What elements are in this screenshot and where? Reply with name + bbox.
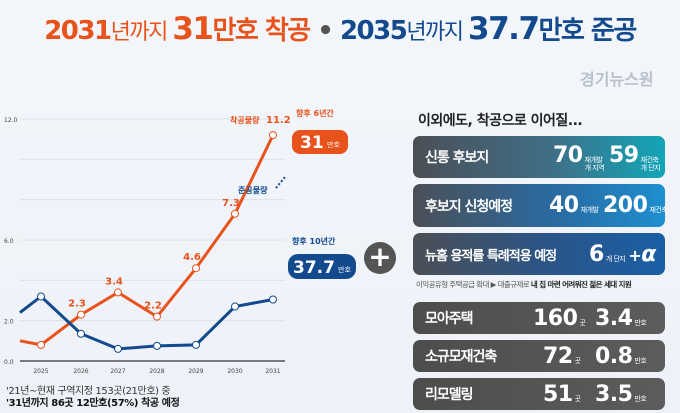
x-tick-label: 2028 bbox=[149, 368, 164, 375]
data-point bbox=[231, 302, 239, 311]
value-2: 59 재건축 개 단지 bbox=[609, 142, 661, 172]
h-num2: 37.7 bbox=[468, 11, 540, 47]
h-complete: 만호 준공 bbox=[538, 16, 638, 46]
x-tick-label: 2030 bbox=[227, 368, 242, 375]
row-remodel: 리모델링 51 곳 3.5 만호 bbox=[413, 378, 665, 410]
footnote: '21년~현재 구역지정 153곳(21만호) 중 '31년까지 86곳 12만… bbox=[6, 386, 180, 409]
x-tick-label: 2026 bbox=[73, 368, 88, 375]
h-year2: 2035 bbox=[339, 16, 408, 46]
navy-unit: 만호 bbox=[338, 265, 351, 274]
data-point bbox=[192, 340, 200, 349]
headline: 2031년까지 31만호 착공 • 2035년까지 37.7만호 준공 bbox=[0, 10, 680, 47]
row-moa: 모아주택 160 곳 3.4 만호 bbox=[413, 302, 665, 334]
data-point bbox=[77, 310, 85, 319]
value-1: 70 재개발 개 지역 bbox=[553, 142, 605, 172]
h-num1: 31 bbox=[172, 11, 214, 47]
data-point bbox=[153, 312, 161, 321]
row-label: 소규모재건축 bbox=[425, 349, 497, 365]
plus-sign: + bbox=[628, 245, 642, 265]
h-start: 만호 착공 bbox=[212, 16, 311, 46]
data-point bbox=[114, 344, 122, 353]
row-label: 리모델링 bbox=[425, 387, 474, 403]
data-label: 2.2 bbox=[144, 301, 162, 312]
x-tick-label: 2025 bbox=[33, 368, 48, 375]
data-point bbox=[192, 264, 200, 273]
series-label: 착공물량 bbox=[230, 115, 260, 125]
series-label: 준공물량 bbox=[238, 185, 268, 195]
y-tick-label: 0.0 bbox=[4, 359, 14, 366]
series-line-0 bbox=[19, 134, 275, 347]
x-tick-label: 2029 bbox=[188, 368, 203, 375]
data-point bbox=[153, 341, 161, 350]
data-label: 3.4 bbox=[105, 276, 123, 287]
y-tick-label: 2.0 bbox=[4, 319, 14, 326]
orange-period: 향후 6년간 bbox=[296, 108, 334, 118]
value-2: 3.5 만호 bbox=[595, 381, 647, 407]
value-1: 51 곳 bbox=[543, 381, 581, 407]
value-2: 200 재건축 bbox=[603, 193, 668, 218]
value-1: 160 곳 bbox=[533, 305, 586, 331]
series-line-1 bbox=[19, 294, 274, 351]
row-label: 모아주택 bbox=[425, 311, 474, 327]
orange-total: 31 bbox=[300, 133, 324, 153]
y-tick-label: 12.0 bbox=[4, 117, 18, 124]
orange-unit: 만호 bbox=[327, 140, 340, 149]
dashed-extension bbox=[275, 176, 286, 189]
x-tick-label: 2027 bbox=[110, 368, 125, 375]
y-tick-label: 6.0 bbox=[4, 238, 14, 245]
data-point bbox=[269, 295, 277, 304]
h-year1: 2031 bbox=[44, 16, 112, 46]
data-label: 4.6 bbox=[183, 252, 201, 263]
data-point bbox=[77, 329, 85, 338]
note: 이익공유형 주택공급 확대 ▶ 대출규제로 내 집 마련 어려워진 젊은 세대 … bbox=[416, 280, 632, 289]
h-sep: • bbox=[317, 16, 334, 46]
h-until2: 년까지 bbox=[406, 20, 469, 45]
value-2: 3.4 만호 bbox=[595, 305, 647, 331]
value-1: 40 재개발 bbox=[549, 193, 599, 218]
data-point bbox=[231, 209, 239, 218]
value-1: 72 곳 bbox=[543, 343, 581, 369]
value-2: 0.8 만호 bbox=[595, 343, 647, 369]
navy-total: 37.7 bbox=[293, 258, 335, 278]
row-label: 신통 후보지 bbox=[425, 150, 489, 166]
data-label: 11.2 bbox=[266, 115, 291, 126]
row-small-rebuild: 소규모재건축 72 곳 0.8 만호 bbox=[413, 340, 665, 372]
h-until1: 년까지 bbox=[110, 20, 173, 45]
data-point bbox=[114, 288, 122, 297]
watermark: 경기뉴스원 bbox=[580, 70, 654, 89]
row-label: 뉴홈 용적률 특례적용 예정 bbox=[425, 248, 557, 264]
right-title: 이외에도, 착공으로 이어질... bbox=[418, 113, 583, 129]
row-apply: 후보지 신청예정 40 재개발 200 재건축 bbox=[413, 184, 668, 227]
x-tick-label: 2031 bbox=[265, 368, 280, 375]
data-point bbox=[269, 131, 277, 140]
data-point bbox=[37, 340, 45, 349]
navy-total-badge bbox=[288, 254, 356, 279]
data-label: 2.3 bbox=[68, 299, 86, 310]
plus-icon: + bbox=[364, 242, 396, 274]
alpha: α bbox=[641, 241, 656, 267]
orange-total-badge bbox=[292, 130, 348, 154]
navy-period: 향후 10년간 bbox=[292, 236, 336, 246]
row-label: 후보지 신청예정 bbox=[425, 198, 513, 215]
row-shintong: 신통 후보지 70 재개발 개 지역 59 재건축 개 단지 bbox=[413, 136, 665, 178]
line-chart: 0.0 2.0 6.0 12.0 2025 2026 2027 2028 2029 2030 203… bbox=[4, 108, 356, 375]
data-label: 7.3 bbox=[222, 198, 240, 209]
data-point bbox=[37, 292, 45, 301]
